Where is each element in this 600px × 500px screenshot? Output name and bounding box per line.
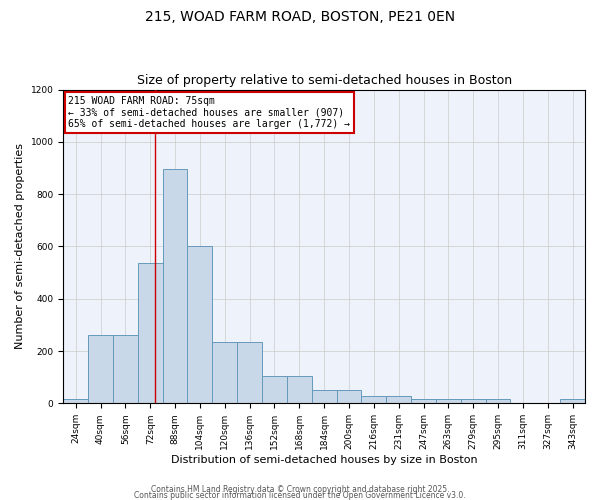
Bar [138, 264, 163, 404]
Text: Contains HM Land Registry data © Crown copyright and database right 2025.: Contains HM Land Registry data © Crown c… [151, 484, 449, 494]
Y-axis label: Number of semi-detached properties: Number of semi-detached properties [15, 144, 25, 350]
Text: 215, WOAD FARM ROAD, BOSTON, PE21 0EN: 215, WOAD FARM ROAD, BOSTON, PE21 0EN [145, 10, 455, 24]
Bar [113, 335, 138, 404]
Bar [163, 170, 187, 404]
Bar [361, 396, 386, 404]
Text: Contains public sector information licensed under the Open Government Licence v3: Contains public sector information licen… [134, 490, 466, 500]
Bar [63, 400, 88, 404]
Bar [312, 390, 337, 404]
Title: Size of property relative to semi-detached houses in Boston: Size of property relative to semi-detach… [137, 74, 512, 87]
Bar [187, 246, 212, 404]
Bar [386, 396, 411, 404]
Bar [88, 335, 113, 404]
Bar [560, 400, 585, 404]
X-axis label: Distribution of semi-detached houses by size in Boston: Distribution of semi-detached houses by … [171, 455, 478, 465]
Bar [436, 400, 461, 404]
Bar [411, 400, 436, 404]
Bar [337, 390, 361, 404]
Text: 215 WOAD FARM ROAD: 75sqm
← 33% of semi-detached houses are smaller (907)
65% of: 215 WOAD FARM ROAD: 75sqm ← 33% of semi-… [68, 96, 350, 129]
Bar [262, 376, 287, 404]
Bar [287, 376, 312, 404]
Bar [461, 400, 485, 404]
Bar [212, 342, 237, 404]
Bar [237, 342, 262, 404]
Bar [485, 400, 511, 404]
